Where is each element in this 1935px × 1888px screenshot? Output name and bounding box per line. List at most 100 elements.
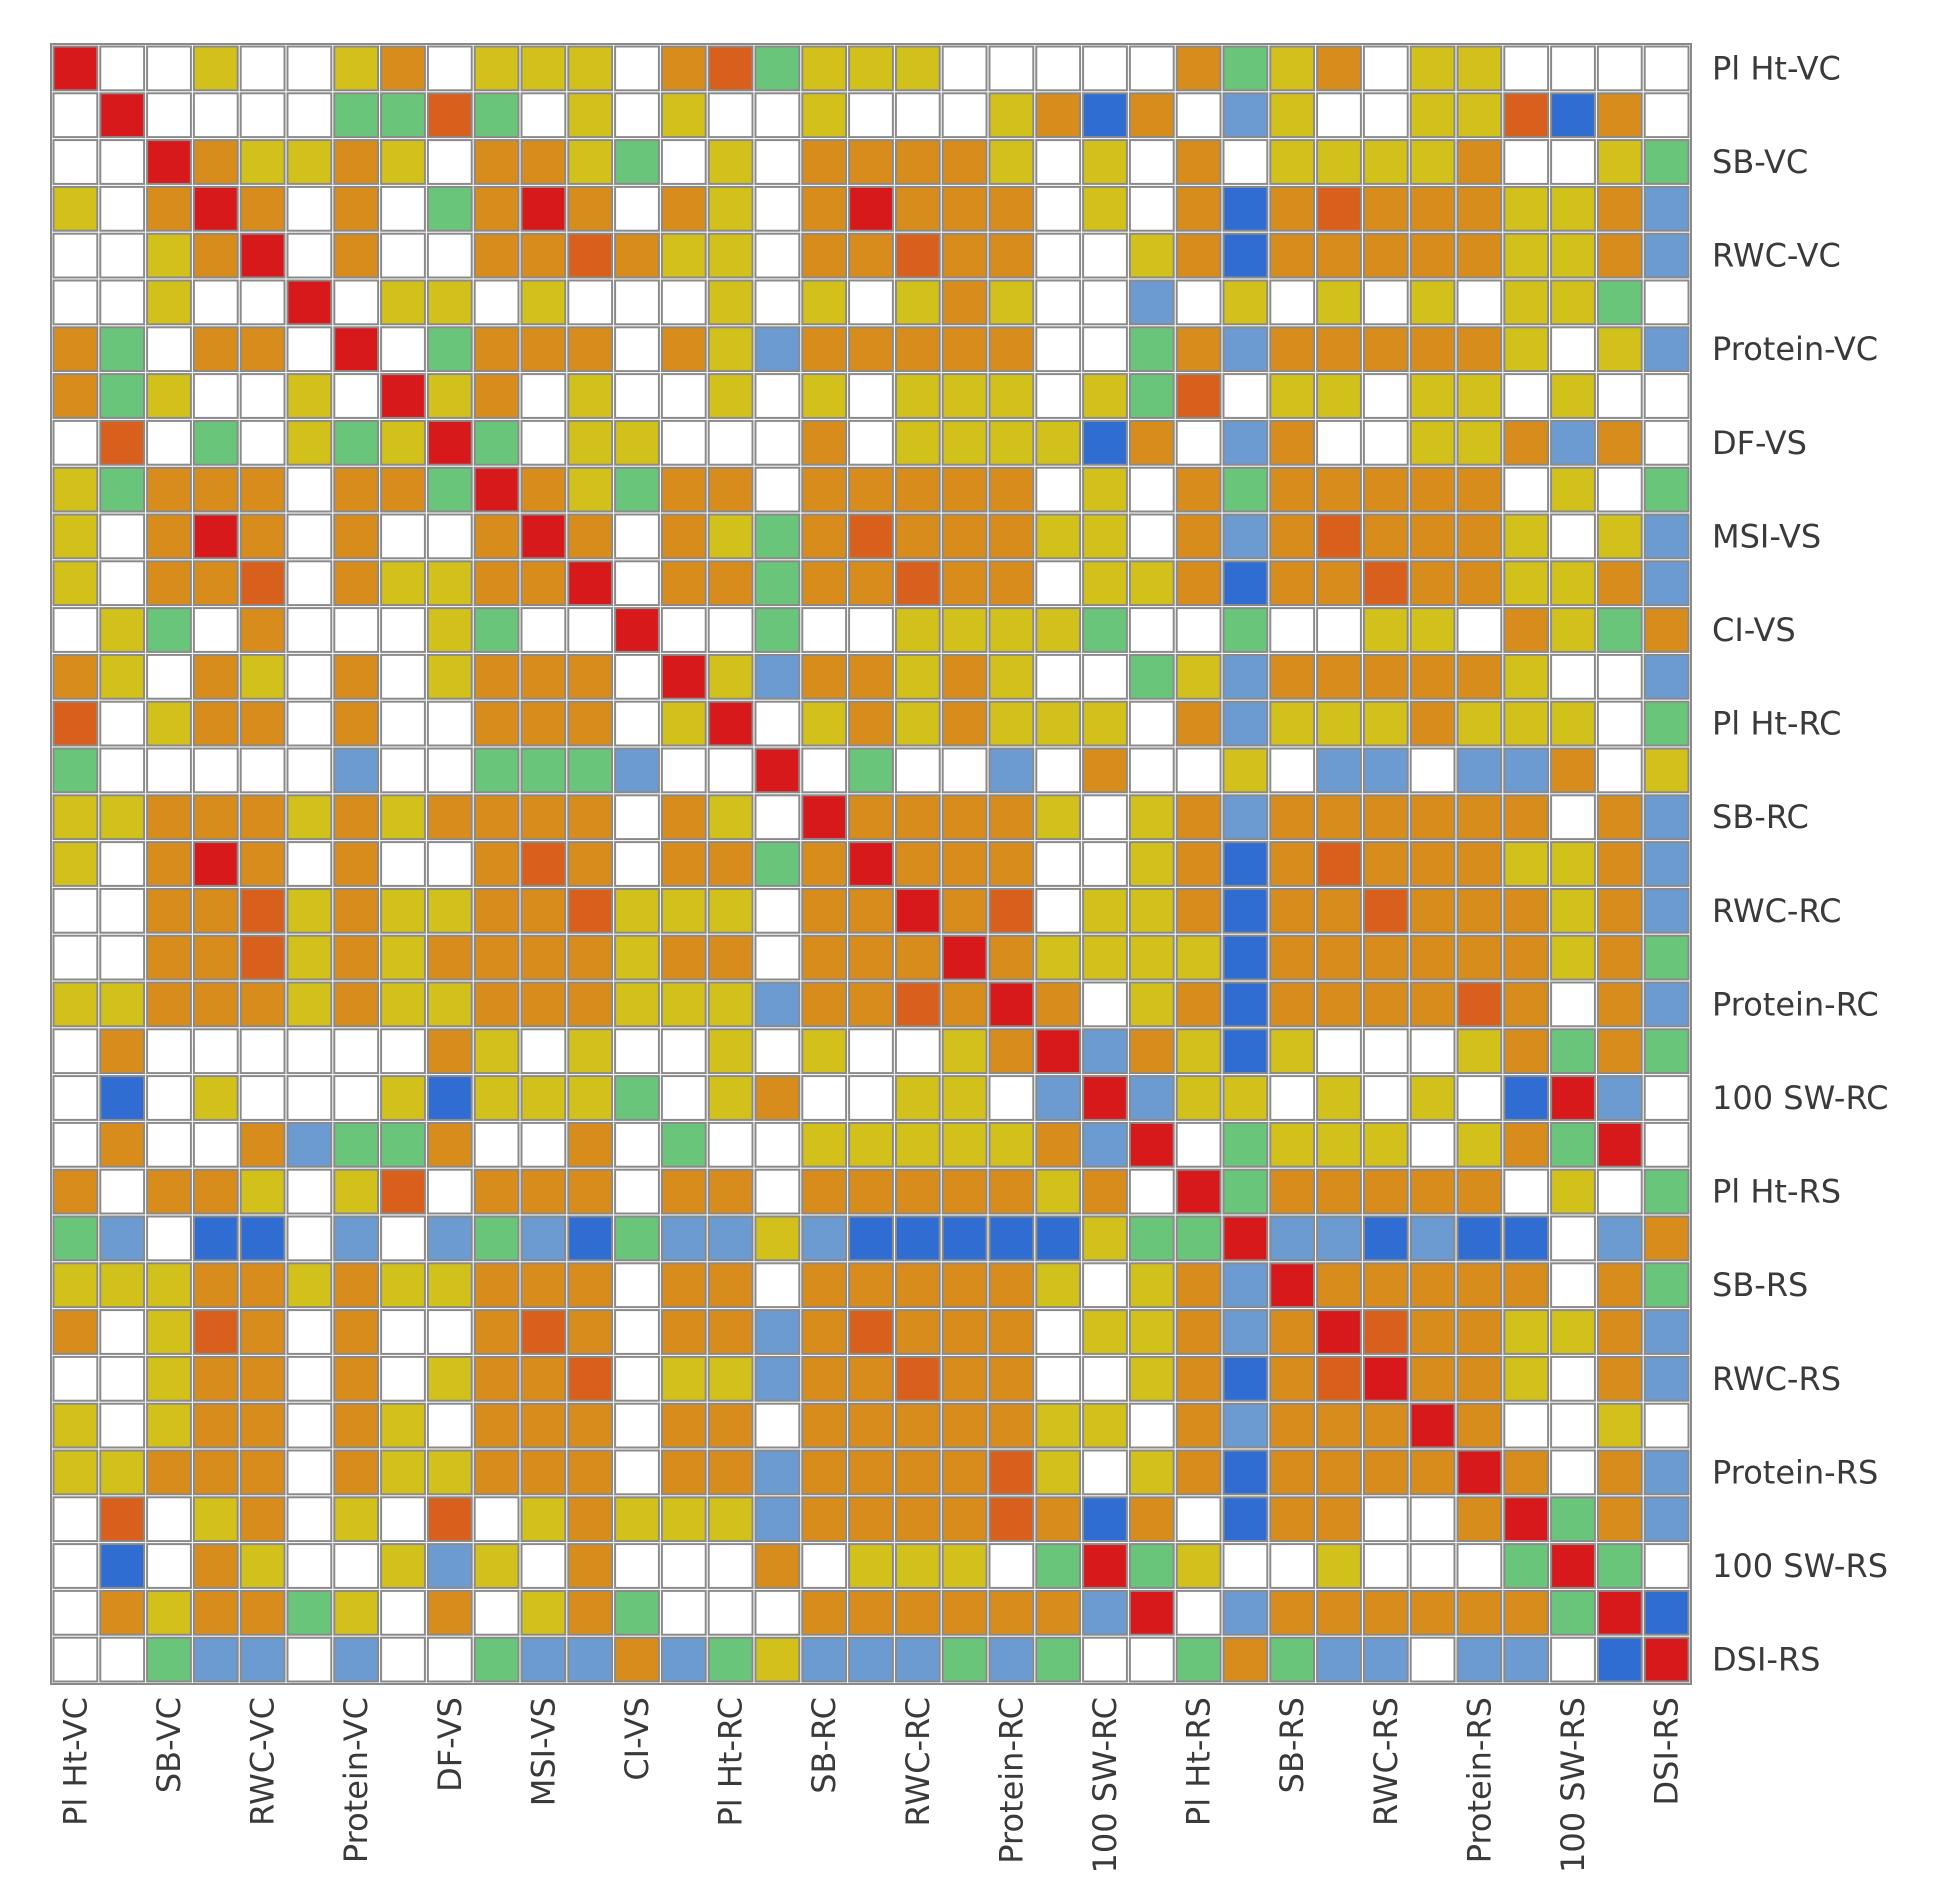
- heatmap-cell: [1362, 1449, 1409, 1496]
- heatmap-cell: [1596, 1543, 1643, 1589]
- heatmap-cell: [333, 653, 380, 700]
- heatmap-cell: [1362, 1402, 1409, 1449]
- heatmap-cell: [1128, 981, 1175, 1028]
- heatmap-cell: [1035, 185, 1082, 232]
- heatmap-cell: [1409, 1309, 1456, 1355]
- heatmap-cell: [192, 466, 239, 513]
- heatmap-cell: [473, 1402, 520, 1449]
- heatmap-cell: [99, 419, 146, 466]
- heatmap-cell: [1503, 794, 1550, 841]
- heatmap-cell: [333, 1028, 380, 1075]
- heatmap-cell: [1316, 607, 1362, 653]
- heatmap-cell: [1269, 1355, 1316, 1402]
- heatmap-cell: [660, 747, 707, 794]
- heatmap-cell: [1269, 981, 1316, 1028]
- heatmap-cell: [660, 934, 707, 981]
- heatmap-cell: [473, 700, 520, 747]
- heatmap-cell: [1503, 700, 1550, 747]
- heatmap-cell: [380, 1402, 426, 1449]
- heatmap-cell: [1175, 1449, 1222, 1496]
- x-tick-label: SB-VC: [150, 1697, 188, 1793]
- heatmap-cell: [1222, 887, 1269, 934]
- heatmap-cell: [567, 1075, 614, 1121]
- heatmap-cell: [941, 653, 988, 700]
- heatmap-cell: [801, 1028, 848, 1075]
- heatmap-cell: [473, 1496, 520, 1543]
- heatmap-cell: [1175, 747, 1222, 794]
- heatmap-cell: [1456, 1543, 1503, 1589]
- heatmap-cell: [1456, 45, 1503, 92]
- heatmap-cell: [567, 513, 614, 560]
- heatmap-cell: [1503, 373, 1550, 419]
- heatmap-cell: [614, 373, 660, 419]
- heatmap-cell: [614, 1636, 660, 1683]
- heatmap-cell: [1175, 419, 1222, 466]
- heatmap-cell: [1596, 513, 1643, 560]
- heatmap-cell: [1269, 373, 1316, 419]
- heatmap-cell: [1456, 841, 1503, 887]
- heatmap-cell: [99, 45, 146, 92]
- heatmap-cell: [567, 1028, 614, 1075]
- x-tick-label: SB-RS: [1273, 1697, 1311, 1793]
- heatmap-cell: [286, 1028, 333, 1075]
- heatmap-cell: [380, 794, 426, 841]
- heatmap-cell: [1409, 1355, 1456, 1402]
- heatmap-cell: [239, 981, 286, 1028]
- heatmap-cell: [333, 232, 380, 279]
- heatmap-cell: [1082, 232, 1128, 279]
- y-tick-label: SB-RC: [1712, 798, 1809, 836]
- heatmap-cell: [473, 607, 520, 653]
- heatmap-cell: [801, 419, 848, 466]
- heatmap-cell: [614, 1355, 660, 1402]
- heatmap-cell: [660, 887, 707, 934]
- heatmap-cell: [1643, 373, 1690, 419]
- heatmap-cell: [567, 1402, 614, 1449]
- heatmap-cell: [1175, 45, 1222, 92]
- heatmap-cell: [754, 981, 801, 1028]
- heatmap-cell: [333, 466, 380, 513]
- heatmap-cell: [99, 841, 146, 887]
- heatmap-cell: [1503, 466, 1550, 513]
- heatmap-cell: [1082, 1636, 1128, 1683]
- heatmap-cell: [988, 1028, 1035, 1075]
- heatmap-cell: [1550, 373, 1596, 419]
- heatmap-cell: [1503, 1215, 1550, 1262]
- heatmap-cell: [754, 1449, 801, 1496]
- heatmap-cell: [286, 139, 333, 185]
- heatmap-cell: [1503, 841, 1550, 887]
- heatmap-cell: [1316, 1543, 1362, 1589]
- heatmap-cell: [941, 1168, 988, 1215]
- heatmap-cell: [1643, 232, 1690, 279]
- heatmap-cell: [1082, 1355, 1128, 1402]
- heatmap-cell: [848, 841, 894, 887]
- heatmap-cell: [1222, 981, 1269, 1028]
- heatmap-cell: [192, 560, 239, 607]
- heatmap-cell: [239, 1121, 286, 1168]
- heatmap-cell: [192, 1402, 239, 1449]
- heatmap-cell: [1503, 1496, 1550, 1543]
- heatmap-cell: [1409, 934, 1456, 981]
- heatmap-cell: [1456, 232, 1503, 279]
- heatmap-cell: [1128, 326, 1175, 373]
- heatmap-cell: [1082, 934, 1128, 981]
- x-tick-label: RWC-RS: [1367, 1697, 1405, 1826]
- heatmap-cell: [286, 45, 333, 92]
- heatmap-cell: [567, 232, 614, 279]
- heatmap-cell: [894, 419, 941, 466]
- heatmap-cell: [146, 887, 192, 934]
- heatmap-cell: [1409, 1168, 1456, 1215]
- heatmap-cell: [239, 1402, 286, 1449]
- heatmap-cell: [894, 1636, 941, 1683]
- heatmap-cell: [473, 1262, 520, 1309]
- heatmap-cell: [988, 1543, 1035, 1589]
- heatmap-cell: [1035, 1543, 1082, 1589]
- heatmap-cell: [801, 1075, 848, 1121]
- heatmap-cell: [473, 92, 520, 139]
- heatmap-cell: [99, 1028, 146, 1075]
- heatmap-cell: [426, 794, 473, 841]
- heatmap-cell: [52, 700, 99, 747]
- heatmap-cell: [1316, 1075, 1362, 1121]
- heatmap-cell: [520, 981, 567, 1028]
- heatmap-cell: [1409, 794, 1456, 841]
- heatmap-cell: [426, 1028, 473, 1075]
